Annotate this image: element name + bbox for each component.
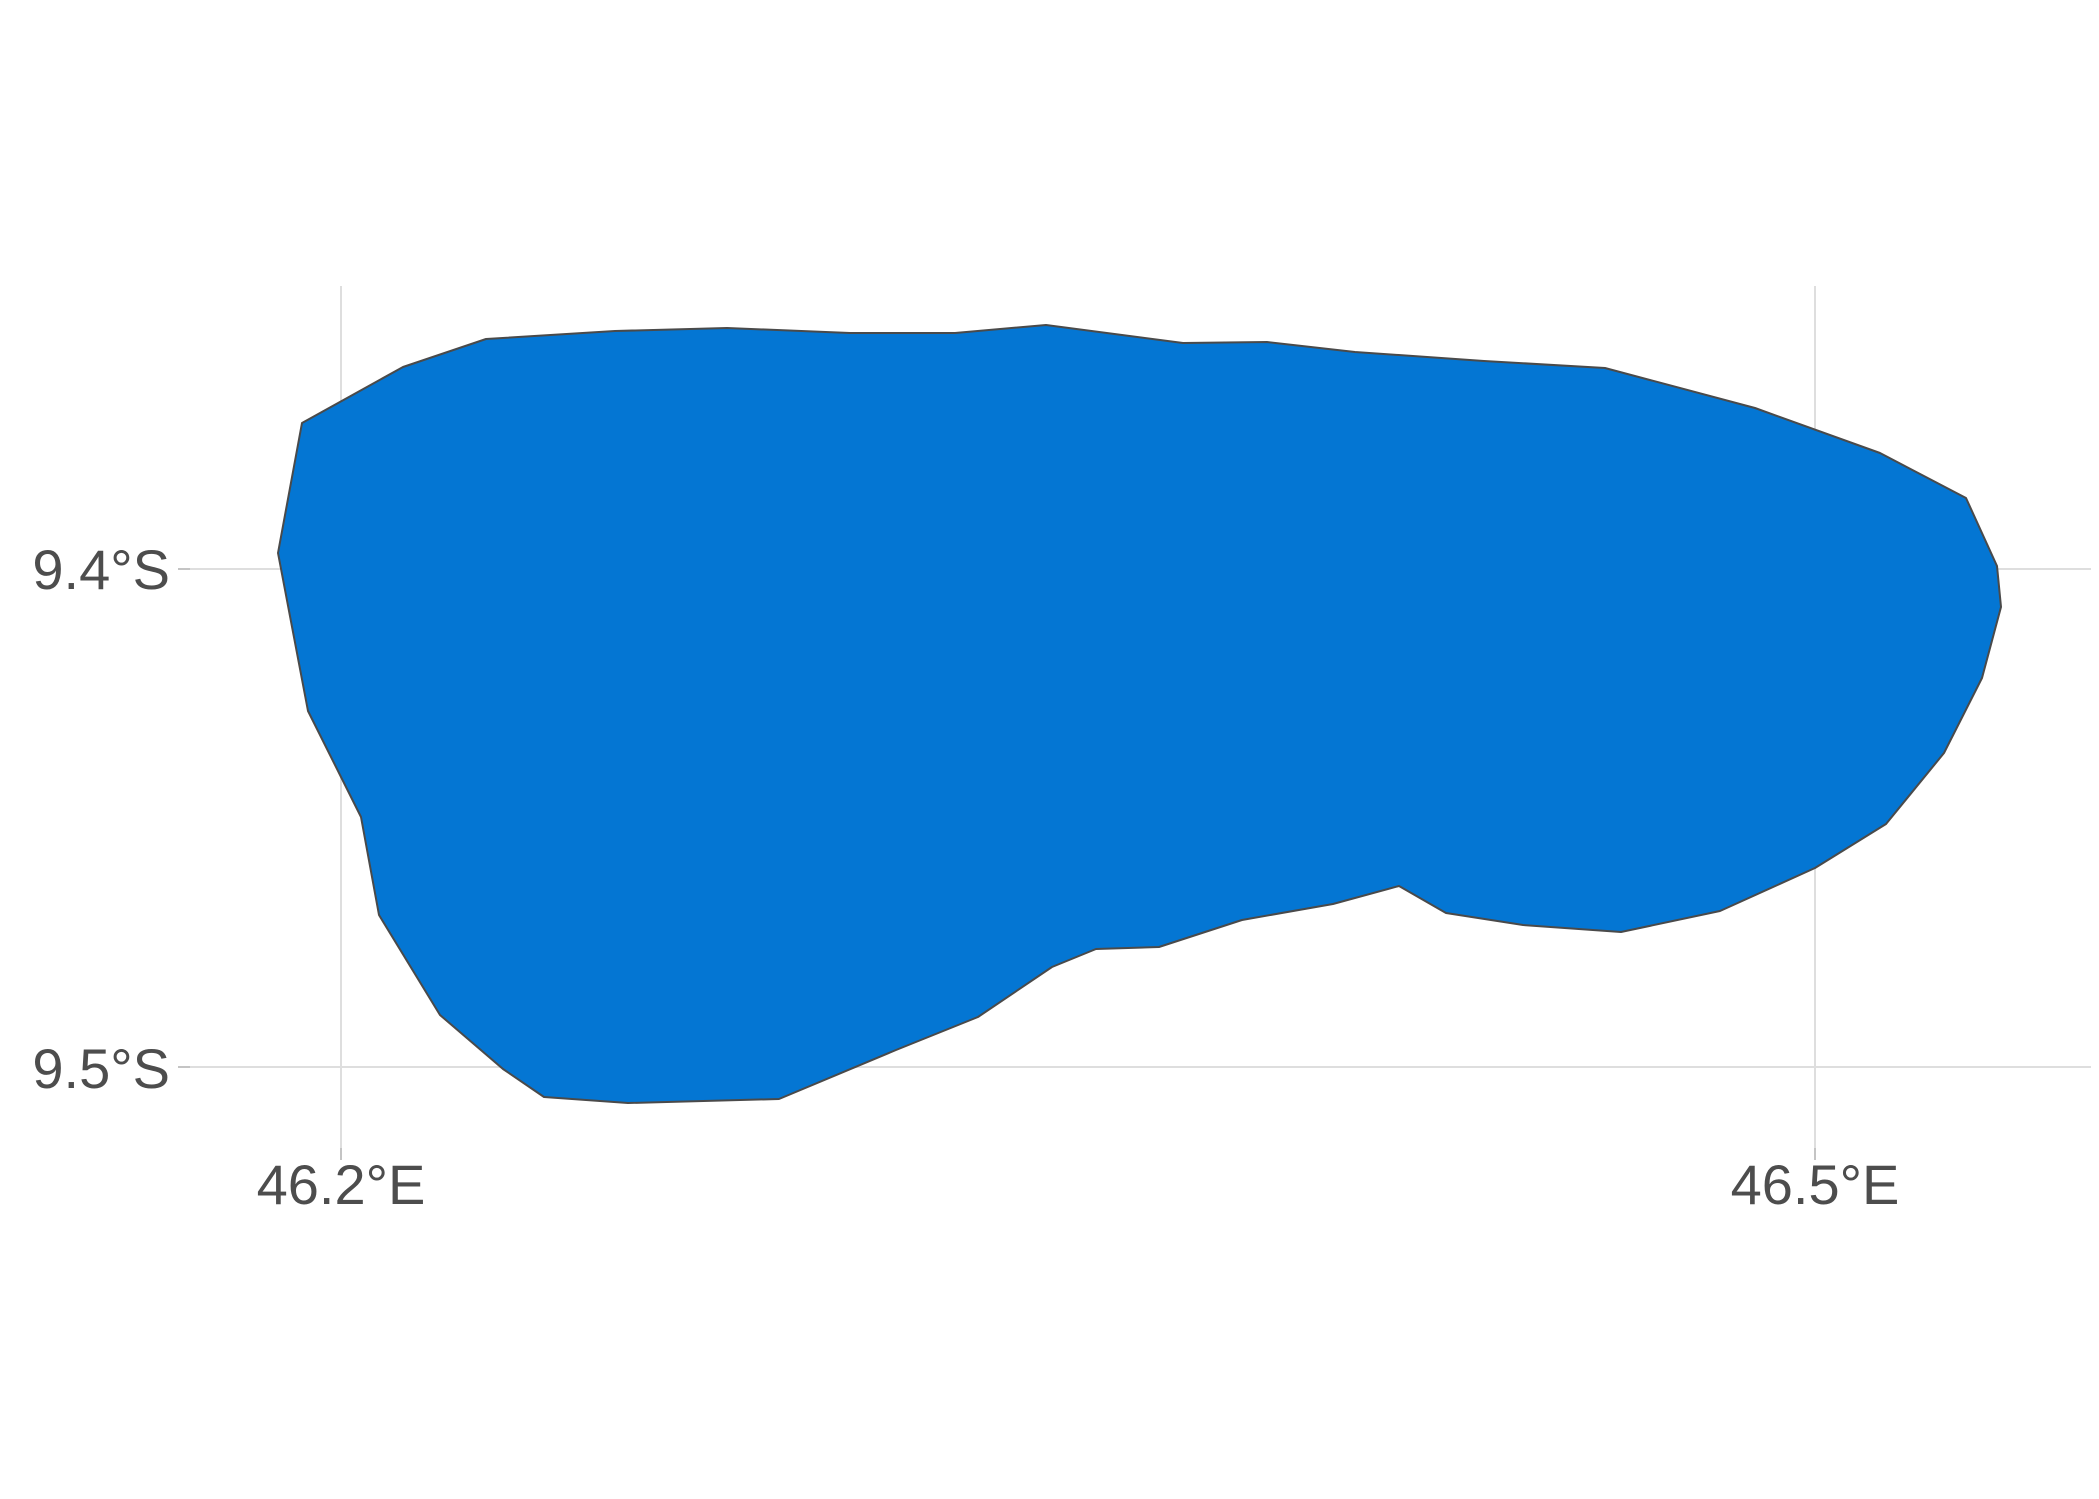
x-axis-label-46-2: 46.2°E [257, 1153, 426, 1216]
landmass-polygon [277, 324, 2002, 1104]
y-axis-label-9-5: 9.5°S [32, 1037, 170, 1100]
x-axis-label-46-5: 46.5°E [1731, 1153, 1900, 1216]
y-axis-label-9-4: 9.4°S [32, 538, 170, 601]
